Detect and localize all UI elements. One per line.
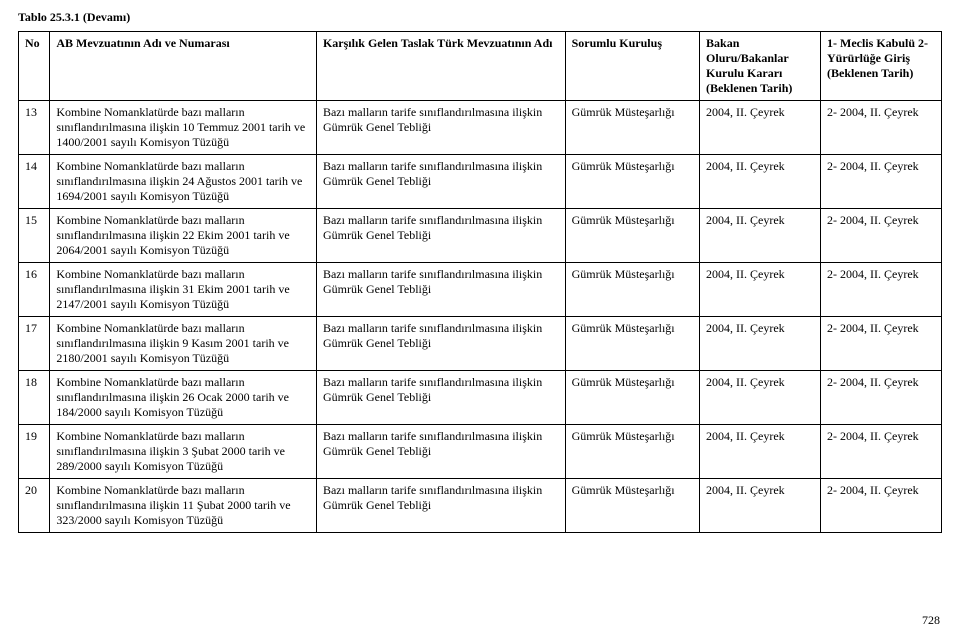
cell-bakan: 2004, II. Çeyrek	[700, 425, 821, 479]
cell-no: 16	[19, 263, 50, 317]
cell-sorumlu: Gümrük Müsteşarlığı	[565, 371, 699, 425]
cell-taslak: Bazı malların tarife sınıflandırılmasına…	[316, 209, 565, 263]
cell-no: 20	[19, 479, 50, 533]
document-page: Tablo 25.3.1 (Devamı) No AB Mevzuatının …	[0, 0, 960, 636]
table-header-row: No AB Mevzuatının Adı ve Numarası Karşıl…	[19, 32, 942, 101]
cell-meclis: 2- 2004, II. Çeyrek	[821, 155, 942, 209]
cell-bakan: 2004, II. Çeyrek	[700, 209, 821, 263]
cell-taslak: Bazı malların tarife sınıflandırılmasına…	[316, 101, 565, 155]
cell-bakan: 2004, II. Çeyrek	[700, 101, 821, 155]
cell-ab: Kombine Nomanklatürde bazı malların sını…	[50, 479, 317, 533]
cell-meclis: 2- 2004, II. Çeyrek	[821, 101, 942, 155]
cell-bakan: 2004, II. Çeyrek	[700, 479, 821, 533]
cell-no: 19	[19, 425, 50, 479]
cell-taslak: Bazı malların tarife sınıflandırılmasına…	[316, 263, 565, 317]
cell-ab: Kombine Nomanklatürde bazı malların sını…	[50, 371, 317, 425]
page-number: 728	[922, 613, 940, 628]
cell-ab: Kombine Nomanklatürde bazı malların sını…	[50, 317, 317, 371]
col-header-meclis: 1- Meclis Kabulü 2-Yürürlüğe Giriş (Bekl…	[821, 32, 942, 101]
cell-sorumlu: Gümrük Müsteşarlığı	[565, 209, 699, 263]
col-header-ab: AB Mevzuatının Adı ve Numarası	[50, 32, 317, 101]
cell-sorumlu: Gümrük Müsteşarlığı	[565, 479, 699, 533]
cell-ab: Kombine Nomanklatürde bazı malların sını…	[50, 209, 317, 263]
cell-sorumlu: Gümrük Müsteşarlığı	[565, 263, 699, 317]
cell-no: 14	[19, 155, 50, 209]
col-header-no: No	[19, 32, 50, 101]
cell-meclis: 2- 2004, II. Çeyrek	[821, 263, 942, 317]
cell-no: 17	[19, 317, 50, 371]
cell-bakan: 2004, II. Çeyrek	[700, 371, 821, 425]
table-row: 17 Kombine Nomanklatürde bazı malların s…	[19, 317, 942, 371]
cell-ab: Kombine Nomanklatürde bazı malların sını…	[50, 263, 317, 317]
table-row: 13 Kombine Nomanklatürde bazı malların s…	[19, 101, 942, 155]
cell-meclis: 2- 2004, II. Çeyrek	[821, 317, 942, 371]
cell-bakan: 2004, II. Çeyrek	[700, 317, 821, 371]
table-title: Tablo 25.3.1 (Devamı)	[18, 10, 942, 25]
table-row: 18 Kombine Nomanklatürde bazı malların s…	[19, 371, 942, 425]
cell-taslak: Bazı malların tarife sınıflandırılmasına…	[316, 479, 565, 533]
cell-no: 15	[19, 209, 50, 263]
cell-bakan: 2004, II. Çeyrek	[700, 155, 821, 209]
cell-taslak: Bazı malların tarife sınıflandırılmasına…	[316, 371, 565, 425]
cell-taslak: Bazı malların tarife sınıflandırılmasına…	[316, 155, 565, 209]
cell-no: 18	[19, 371, 50, 425]
cell-ab: Kombine Nomanklatürde bazı malların sını…	[50, 425, 317, 479]
table-row: 15 Kombine Nomanklatürde bazı malların s…	[19, 209, 942, 263]
cell-taslak: Bazı malların tarife sınıflandırılmasına…	[316, 317, 565, 371]
col-header-taslak: Karşılık Gelen Taslak Türk Mevzuatının A…	[316, 32, 565, 101]
cell-no: 13	[19, 101, 50, 155]
table-row: 16 Kombine Nomanklatürde bazı malların s…	[19, 263, 942, 317]
cell-ab: Kombine Nomanklatürde bazı malların sını…	[50, 101, 317, 155]
cell-sorumlu: Gümrük Müsteşarlığı	[565, 425, 699, 479]
cell-meclis: 2- 2004, II. Çeyrek	[821, 425, 942, 479]
cell-sorumlu: Gümrük Müsteşarlığı	[565, 101, 699, 155]
legislation-table: No AB Mevzuatının Adı ve Numarası Karşıl…	[18, 31, 942, 533]
cell-bakan: 2004, II. Çeyrek	[700, 263, 821, 317]
cell-sorumlu: Gümrük Müsteşarlığı	[565, 155, 699, 209]
cell-meclis: 2- 2004, II. Çeyrek	[821, 371, 942, 425]
col-header-bakan: Bakan Oluru/Bakanlar Kurulu Kararı (Bekl…	[700, 32, 821, 101]
cell-ab: Kombine Nomanklatürde bazı malların sını…	[50, 155, 317, 209]
table-row: 19 Kombine Nomanklatürde bazı malların s…	[19, 425, 942, 479]
table-row: 20 Kombine Nomanklatürde bazı malların s…	[19, 479, 942, 533]
col-header-sorumlu: Sorumlu Kuruluş	[565, 32, 699, 101]
cell-meclis: 2- 2004, II. Çeyrek	[821, 209, 942, 263]
cell-taslak: Bazı malların tarife sınıflandırılmasına…	[316, 425, 565, 479]
table-row: 14 Kombine Nomanklatürde bazı malların s…	[19, 155, 942, 209]
cell-meclis: 2- 2004, II. Çeyrek	[821, 479, 942, 533]
cell-sorumlu: Gümrük Müsteşarlığı	[565, 317, 699, 371]
